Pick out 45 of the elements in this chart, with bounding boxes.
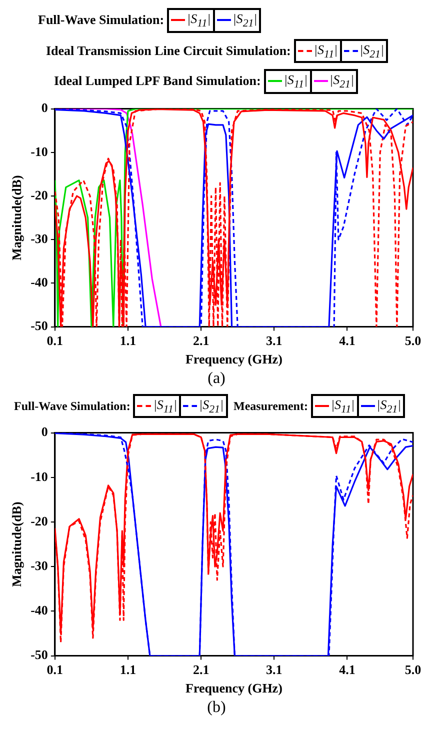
- legend-label: |S$_{21}$|: [360, 42, 384, 60]
- y-tick-label: -20: [30, 187, 48, 202]
- y-axis-title: Magnitude(dB): [9, 174, 24, 260]
- legend-label: |S$_{11}$|: [314, 42, 338, 60]
- y-tick-label: -10: [30, 144, 48, 159]
- text: Ideal Transmission Line Circuit Simulation:: [46, 42, 291, 59]
- text: Ideal Lumped LPF Band Simulation:: [54, 73, 261, 90]
- x-tick-label: 0.1: [46, 332, 64, 348]
- x-tick-label: 0.1: [46, 662, 64, 678]
- legend-label: |S$_{11}$|: [284, 72, 308, 91]
- x-tick-label: 5.0: [404, 332, 422, 348]
- y-tick-label: -50: [30, 318, 48, 333]
- text: Full-Wave Simulation:: [38, 12, 164, 28]
- text: (b): [206, 699, 227, 718]
- x-tick-label: 5.0: [404, 662, 422, 678]
- legend-label: |S$_{11}$|: [187, 11, 211, 30]
- y-tick-label: 0: [41, 100, 48, 115]
- y-tick-label: 0: [41, 424, 48, 440]
- y-tick-label: -40: [30, 274, 48, 290]
- x-tick-label: 4.1: [339, 662, 356, 678]
- y-axis-title: Magnitude(dB): [9, 502, 24, 588]
- text: Measurement:: [234, 398, 308, 414]
- legend-label: |S$_{21}$|: [199, 396, 224, 416]
- legend-label: |S$_{21}$|: [376, 396, 402, 416]
- x-tick-label: 1.1: [120, 662, 136, 678]
- legend-label: |S$_{21}$|: [330, 72, 354, 91]
- legend-label: |S$_{21}$|: [232, 11, 258, 30]
- y-tick-label: -30: [30, 558, 48, 574]
- x-tick-label: 4.1: [339, 332, 356, 348]
- y-tick-label: -10: [30, 469, 48, 484]
- y-tick-label: -20: [30, 514, 48, 529]
- y-tick-label: -40: [30, 602, 48, 618]
- y-tick-label: -50: [30, 648, 48, 663]
- x-axis-title: Frequency (GHz): [186, 680, 282, 696]
- legend-label: |S$_{11}$|: [153, 396, 178, 416]
- legend-label: |S$_{11}$|: [330, 396, 355, 416]
- y-tick-label: -30: [30, 230, 48, 246]
- x-tick-label: 1.1: [120, 332, 136, 348]
- text: (a): [206, 370, 226, 388]
- x-axis-title: Frequency (GHz): [186, 351, 282, 366]
- x-tick-label: 2.1: [192, 332, 210, 348]
- text: Full-Wave Simulation:: [14, 398, 130, 414]
- x-tick-label: 3.1: [266, 332, 282, 348]
- x-tick-label: 2.1: [192, 662, 210, 678]
- x-tick-label: 3.1: [266, 662, 282, 678]
